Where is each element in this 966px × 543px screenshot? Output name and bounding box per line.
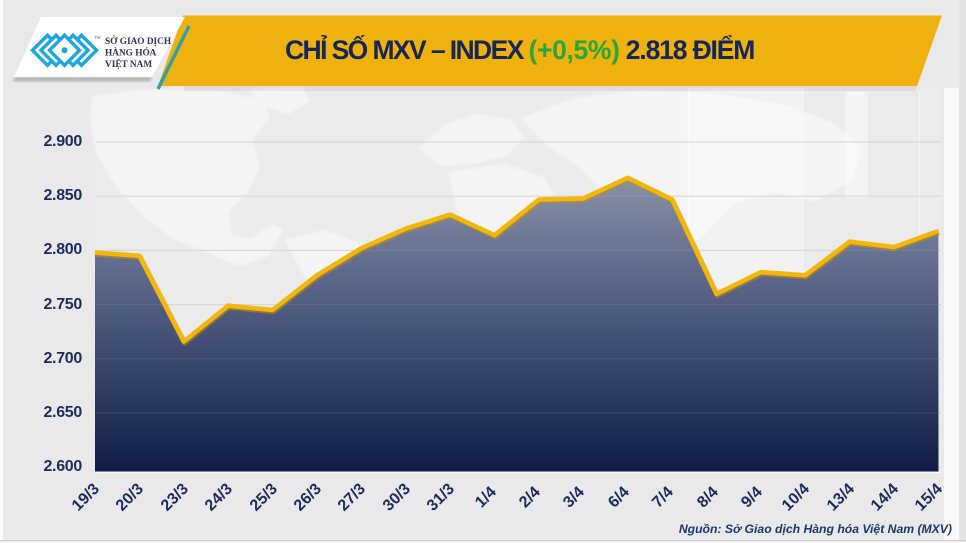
svg-text:SỞ GIAO DỊCH: SỞ GIAO DỊCH: [105, 35, 172, 47]
svg-text:VIỆT NAM: VIỆT NAM: [105, 57, 152, 70]
svg-text:TM: TM: [95, 35, 102, 40]
svg-text:HÀNG HÓA: HÀNG HÓA: [105, 47, 157, 59]
